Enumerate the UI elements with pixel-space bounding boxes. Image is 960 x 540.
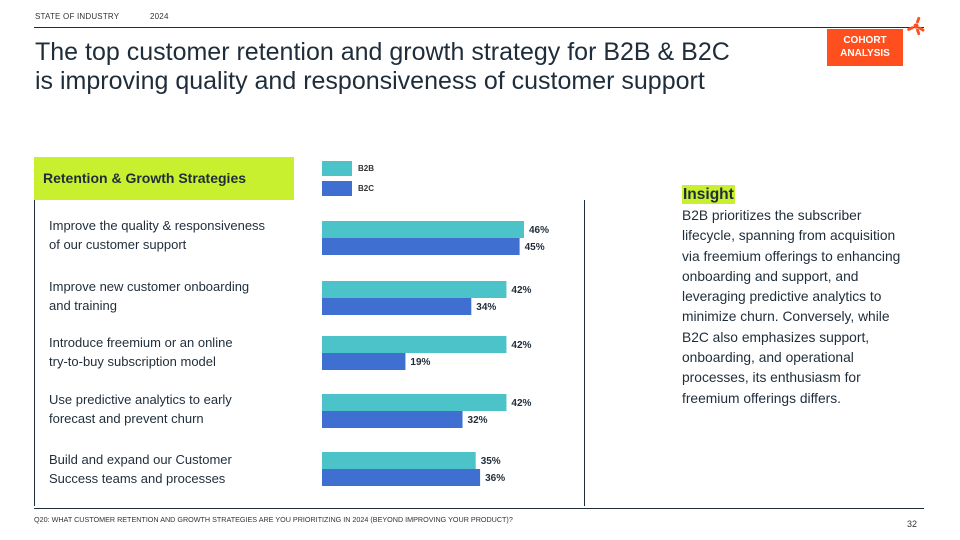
insight-title: Insight	[682, 185, 735, 204]
data-label-b2b: 42%	[511, 340, 531, 351]
data-label-b2c: 36%	[485, 473, 505, 484]
category-label-line: and training	[49, 297, 117, 313]
category-label-line: Build and expand our Customer	[49, 452, 232, 467]
category-label: Use predictive analytics to early foreca…	[49, 391, 304, 428]
legend-b2b: B2B	[322, 161, 374, 176]
legend-b2b-label: B2B	[358, 164, 375, 173]
data-label-b2c: 19%	[410, 357, 430, 368]
category-label-line: Use predictive analytics to early	[49, 392, 232, 407]
category-label-line: forecast and prevent churn	[49, 410, 204, 426]
bar-b2b	[322, 452, 476, 469]
title-line-2: is improving quality and responsiveness …	[35, 67, 705, 95]
category-label-line: try-to-buy subscription model	[49, 353, 216, 369]
data-label-b2c: 45%	[525, 242, 545, 253]
title-line-1: The top customer retention and growth st…	[35, 38, 730, 66]
category-label-line: Success teams and processes	[49, 470, 226, 486]
bar-b2b	[322, 336, 507, 353]
category-label-line: of our customer support	[49, 236, 187, 252]
category-label-line: Introduce freemium or an online	[49, 335, 233, 350]
page-number: 32	[907, 519, 918, 529]
category-label: Improve new customer onboarding and trai…	[49, 278, 304, 315]
badge-line-2: ANALYSIS	[840, 48, 890, 59]
insight-body: B2B prioritizes the subscriber lifecycle…	[682, 208, 901, 406]
bar-b2c	[322, 411, 463, 428]
bar-b2b	[322, 281, 507, 298]
category-label: Build and expand our Customer Success te…	[49, 451, 304, 488]
bar-b2c	[322, 238, 520, 255]
legend-b2c: B2C	[322, 181, 374, 196]
cohort-analysis-badge: COHORT ANALYSIS	[827, 29, 903, 66]
category-label: Improve the quality & responsiveness of …	[49, 217, 304, 254]
bar-b2c	[322, 469, 481, 486]
data-label-b2b: 35%	[481, 456, 501, 467]
category-label: Introduce freemium or an online try-to-b…	[49, 334, 304, 371]
section-label: STATE OF INDUSTRY	[35, 12, 120, 21]
brand-logo-icon	[907, 16, 925, 36]
survey-question: Q20: WHAT CUSTOMER RETENTION AND GROWTH …	[34, 515, 513, 524]
legend-b2c-swatch	[322, 181, 352, 196]
data-label-b2c: 34%	[476, 302, 496, 313]
year-label: 2024	[150, 12, 169, 21]
data-label-b2b: 42%	[511, 285, 531, 296]
top-divider	[34, 27, 924, 28]
data-label-b2b: 42%	[511, 398, 531, 409]
legend-b2b-swatch	[322, 161, 352, 176]
category-label-line: Improve the quality & responsiveness	[49, 218, 266, 233]
data-label-b2c: 32%	[468, 415, 488, 426]
badge-line-1: COHORT	[843, 35, 887, 46]
data-label-b2b: 46%	[529, 225, 549, 236]
panel-title: Retention & Growth Strategies	[34, 157, 294, 200]
bar-b2c	[322, 353, 406, 370]
bar-b2b	[322, 221, 524, 238]
bottom-divider	[34, 508, 924, 509]
bar-b2b	[322, 394, 507, 411]
page-title: The top customer retention and growth st…	[35, 38, 815, 96]
bar-b2c	[322, 298, 472, 315]
legend-b2c-label: B2C	[358, 184, 375, 193]
chart-panel	[34, 200, 585, 506]
category-label-line: Improve new customer onboarding	[49, 279, 250, 294]
